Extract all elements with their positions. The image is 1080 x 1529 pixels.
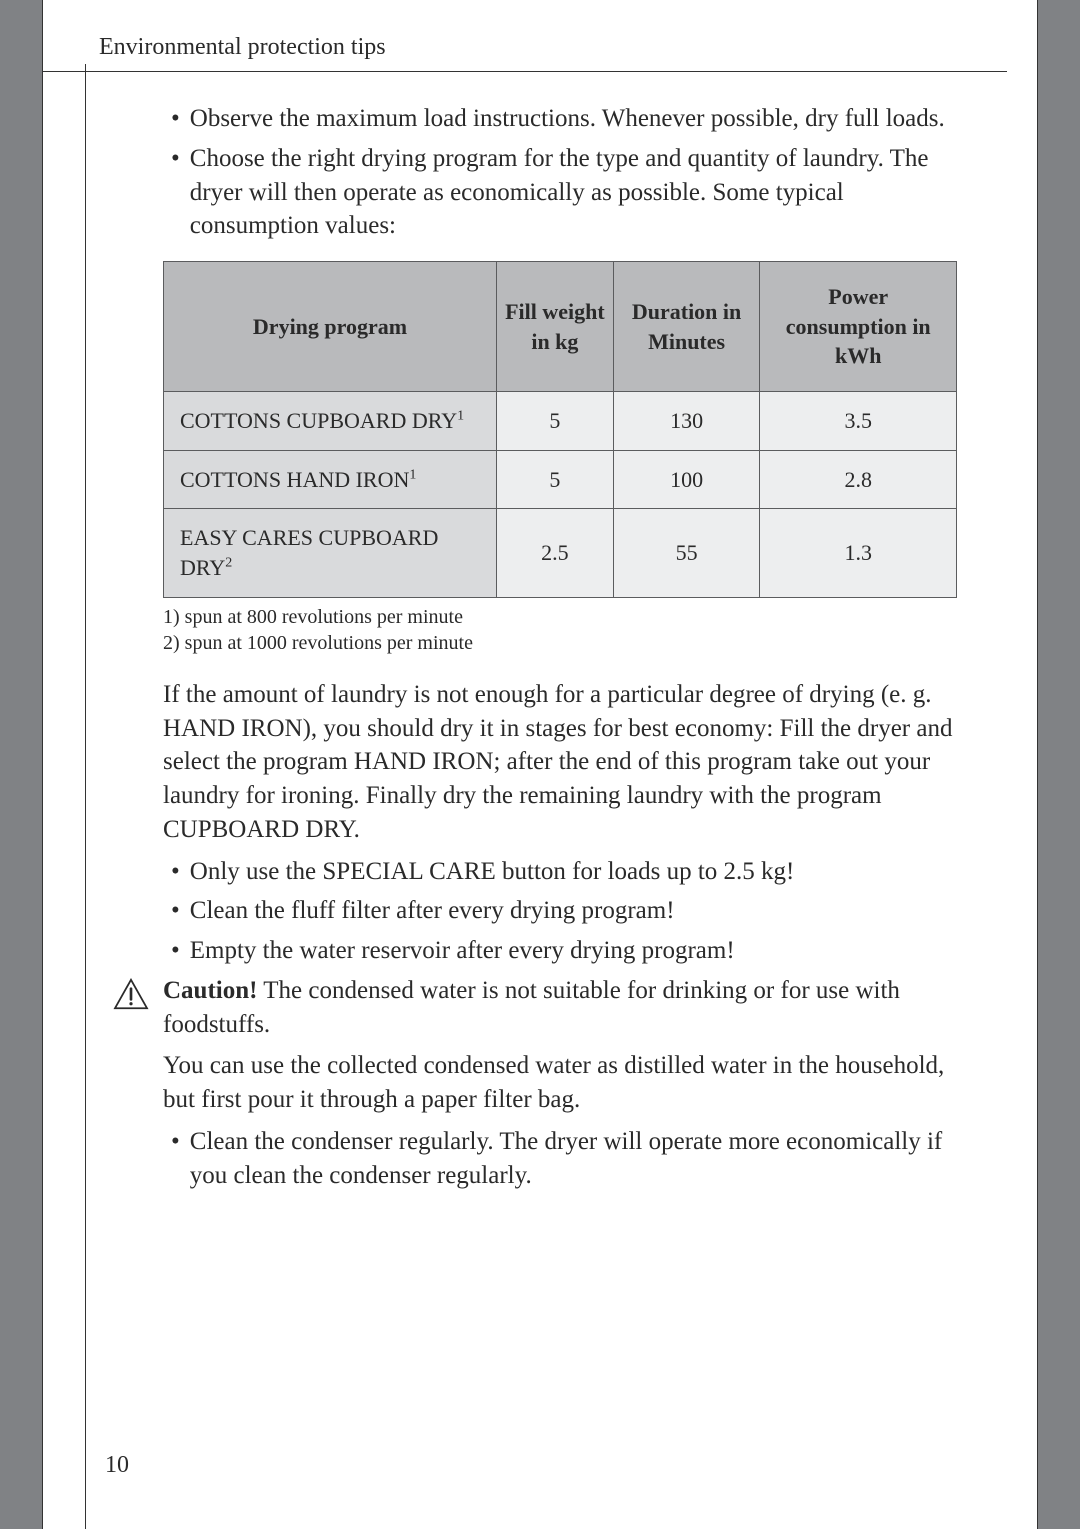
bullet-text: Observe the maximum load instructions. W…	[190, 102, 957, 136]
cell-duration: 100	[613, 450, 760, 509]
cell-program: COTTONS HAND IRON1	[164, 450, 497, 509]
bullet-item: • Only use the SPECIAL CARE button for l…	[163, 855, 957, 889]
bullet-item: • Clean the condenser regularly. The dry…	[163, 1125, 957, 1193]
cell-power: 3.5	[760, 392, 957, 451]
footnote: 2) spun at 1000 revolutions per minute	[163, 630, 957, 656]
col-program: Drying program	[164, 262, 497, 392]
cell-weight: 5	[497, 450, 614, 509]
table-row: COTTONS HAND IRON1 5 100 2.8	[164, 450, 957, 509]
bullet-item: • Empty the water reservoir after every …	[163, 934, 957, 968]
col-weight: Fill weight in kg	[497, 262, 614, 392]
cell-program: COTTONS CUPBOARD DRY1	[164, 392, 497, 451]
bullet-marker: •	[163, 894, 190, 928]
page-header-title: Environmental protection tips	[43, 0, 1007, 72]
cell-duration: 55	[613, 509, 760, 597]
cell-weight: 5	[497, 392, 614, 451]
vertical-rule	[85, 64, 86, 1529]
bullet-item: • Clean the fluff filter after every dry…	[163, 894, 957, 928]
table-footnotes: 1) spun at 800 revolutions per minute 2)…	[163, 604, 957, 656]
bullet-marker: •	[163, 1125, 190, 1193]
bullet-text: Clean the fluff filter after every dryin…	[190, 894, 957, 928]
bullet-text: Choose the right drying program for the …	[190, 142, 957, 243]
consumption-table: Drying program Fill weight in kg Duratio…	[163, 261, 957, 598]
warning-triangle-icon	[113, 978, 149, 1020]
cell-duration: 130	[613, 392, 760, 451]
col-duration: Duration in Minutes	[613, 262, 760, 392]
page-number: 10	[105, 1452, 129, 1479]
bullet-text: Only use the SPECIAL CARE button for loa…	[190, 855, 957, 889]
caution-text: Caution! The condensed water is not suit…	[163, 974, 957, 1042]
bullet-marker: •	[163, 142, 190, 243]
cell-power: 2.8	[760, 450, 957, 509]
bullet-marker: •	[163, 102, 190, 136]
paragraph: You can use the collected condensed wate…	[163, 1049, 957, 1117]
program-name: EASY CARES CUPBOARD DRY	[180, 525, 438, 580]
cell-program: EASY CARES CUPBOARD DRY2	[164, 509, 497, 597]
caution-label: Caution!	[163, 977, 257, 1004]
paragraph: If the amount of laundry is not enough f…	[163, 678, 957, 847]
program-name: COTTONS CUPBOARD DRY	[180, 408, 457, 433]
bullet-text: Empty the water reservoir after every dr…	[190, 934, 957, 968]
bullet-marker: •	[163, 934, 190, 968]
caution-body: The condensed water is not suitable for …	[163, 977, 900, 1038]
program-name: COTTONS HAND IRON	[180, 467, 409, 492]
footnote-ref: 1	[457, 409, 464, 424]
table-row: COTTONS CUPBOARD DRY1 5 130 3.5	[164, 392, 957, 451]
caution-block: Caution! The condensed water is not suit…	[113, 974, 957, 1042]
bullet-text: Clean the condenser regularly. The dryer…	[190, 1125, 957, 1193]
footnote-ref: 1	[409, 467, 416, 482]
table-header-row: Drying program Fill weight in kg Duratio…	[164, 262, 957, 392]
cell-power: 1.3	[760, 509, 957, 597]
page-content: • Observe the maximum load instructions.…	[43, 72, 1037, 1192]
table-row: EASY CARES CUPBOARD DRY2 2.5 55 1.3	[164, 509, 957, 597]
bullet-marker: •	[163, 855, 190, 889]
col-power: Power consumption in kWh	[760, 262, 957, 392]
cell-weight: 2.5	[497, 509, 614, 597]
footnote-ref: 2	[225, 556, 232, 571]
bullet-item: • Observe the maximum load instructions.…	[163, 102, 957, 136]
footnote: 1) spun at 800 revolutions per minute	[163, 604, 957, 630]
document-page: Environmental protection tips • Observe …	[42, 0, 1038, 1529]
bullet-item: • Choose the right drying program for th…	[163, 142, 957, 243]
